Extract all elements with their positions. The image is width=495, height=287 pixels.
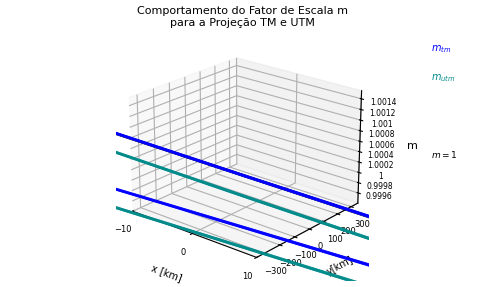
Title: Comportamento do Fator de Escala m
para a Projeção TM e UTM: Comportamento do Fator de Escala m para … — [137, 6, 348, 28]
Text: $m=1$: $m=1$ — [431, 149, 457, 160]
Text: $m_{utm}$: $m_{utm}$ — [431, 72, 455, 84]
Text: $m_{tm}$: $m_{tm}$ — [431, 44, 451, 55]
X-axis label: x [km]: x [km] — [150, 263, 183, 283]
Y-axis label: y[km]: y[km] — [325, 255, 355, 277]
